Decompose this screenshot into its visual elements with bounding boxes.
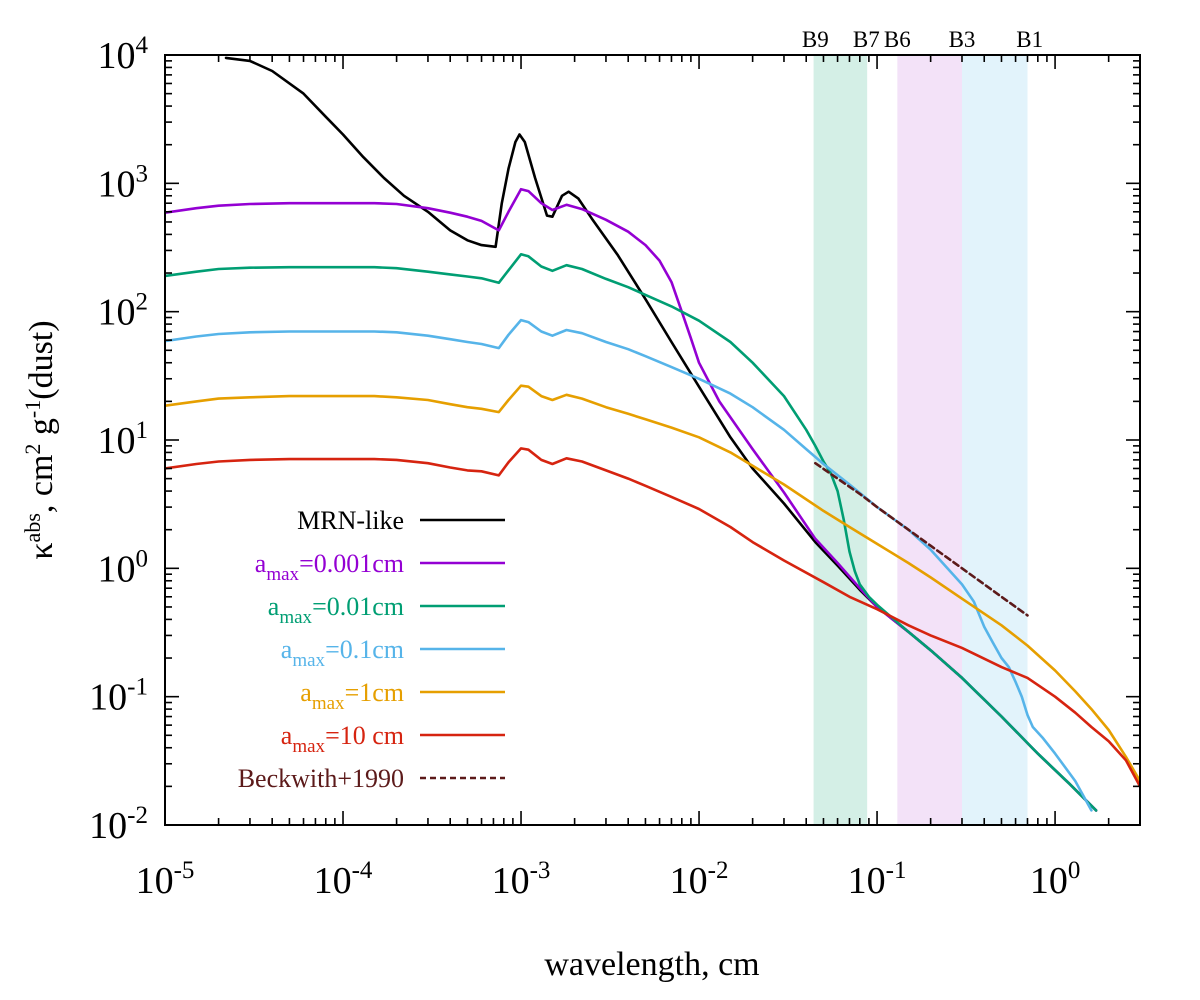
band-label-4: B1	[1016, 27, 1043, 52]
y-tick-2-base: 10	[98, 548, 136, 590]
legend-label-main-6: Beckwith+1990	[238, 764, 404, 793]
legend-label-rest-3: =0.1cm	[325, 635, 404, 664]
band-1	[897, 55, 962, 825]
x-tick-2-exp: -3	[530, 857, 551, 884]
legend-label-6: Beckwith+1990	[238, 764, 404, 793]
y-tick-label-0: 10-2	[89, 802, 148, 847]
legend-label-rest-1: =0.001cm	[299, 549, 404, 578]
x-tick-0-exp: -5	[174, 857, 195, 884]
y-tick-2-exp: 0	[136, 545, 149, 572]
y-tick-label-4: 102	[98, 289, 149, 334]
band-label-1: B7	[853, 27, 880, 52]
y-tick-5-base: 10	[98, 163, 136, 205]
x-tick-label-0: 10-5	[136, 857, 195, 902]
y-title-g-exp: -1	[20, 400, 45, 418]
legend: MRN-likeamax=0.001cmamax=0.01cmamax=0.1c…	[238, 506, 505, 793]
y-tick-1-base: 10	[89, 677, 127, 719]
x-tick-label-3: 10-2	[670, 857, 729, 902]
y-tick-0-exp: -2	[127, 802, 148, 829]
x-tick-1-base: 10	[314, 860, 352, 902]
series-line-2	[165, 253, 1098, 812]
legend-label-rest-2: =0.01cm	[312, 592, 404, 621]
y-title-g: g	[23, 418, 60, 444]
legend-label-4: amax=1cm	[300, 678, 404, 714]
alma-band-labels: B9 B7 B6 B3 B1	[802, 27, 1043, 52]
legend-label-main-1: a	[255, 549, 267, 578]
x-tick-3-base: 10	[670, 860, 708, 902]
legend-label-sub-2: max	[279, 607, 312, 628]
band-label-2: B6	[884, 27, 911, 52]
series-line-6	[814, 461, 1029, 617]
x-tick-5-exp: 0	[1068, 857, 1081, 884]
x-tick-4-exp: -1	[886, 857, 907, 884]
y-tick-0-base: 10	[89, 805, 127, 847]
x-tick-2-base: 10	[492, 860, 530, 902]
legend-label-main-4: a	[300, 678, 312, 707]
y-tick-6-exp: 4	[136, 32, 149, 59]
x-tick-1-exp: -4	[352, 857, 373, 884]
legend-label-main-0: MRN-like	[297, 506, 404, 535]
axis-ticks	[164, 54, 1141, 826]
y-tick-5-exp: 3	[136, 160, 149, 187]
y-axis-title: κabs, cm2 g-1(dust)	[20, 320, 61, 559]
series-lines	[165, 56, 1140, 812]
x-tick-labels: 10-5 10-4 10-3 10-2 10-1 100	[136, 857, 1081, 902]
x-tick-4-base: 10	[848, 860, 886, 902]
legend-label-rest-5: =10 cm	[325, 721, 404, 750]
y-title-cm-exp: 2	[20, 444, 45, 455]
y-title-kappa: κ	[23, 542, 60, 559]
y-tick-3-exp: 1	[136, 417, 149, 444]
y-tick-4-exp: 2	[136, 289, 149, 316]
band-0	[813, 55, 868, 825]
legend-label-sub-1: max	[266, 564, 299, 585]
y-tick-6-base: 10	[98, 35, 136, 77]
alma-bands	[813, 55, 1028, 825]
x-tick-5-base: 10	[1030, 860, 1068, 902]
legend-label-rest-4: =1cm	[345, 678, 404, 707]
x-tick-0-base: 10	[136, 860, 174, 902]
legend-label-main-5: a	[281, 721, 293, 750]
legend-label-0: MRN-like	[297, 506, 404, 535]
legend-label-5: amax=10 cm	[281, 721, 404, 757]
x-tick-label-2: 10-3	[492, 857, 551, 902]
x-tick-label-1: 10-4	[314, 857, 373, 902]
legend-label-sub-4: max	[312, 693, 345, 714]
y-tick-4-base: 10	[98, 292, 136, 334]
series-line-5	[165, 447, 1140, 788]
y-tick-label-1: 10-1	[89, 674, 148, 719]
legend-label-2: amax=0.01cm	[268, 592, 404, 628]
y-title-tail: (dust)	[23, 320, 60, 399]
series-line-4	[165, 384, 1140, 783]
y-tick-label-3: 101	[98, 417, 149, 462]
legend-label-3: amax=0.1cm	[281, 635, 404, 671]
y-tick-label-2: 100	[98, 545, 149, 590]
x-tick-label-5: 100	[1030, 857, 1081, 902]
y-tick-label-5: 103	[98, 160, 149, 205]
x-tick-3-exp: -2	[708, 857, 729, 884]
y-tick-label-6: 104	[98, 32, 149, 77]
legend-label-main-3: a	[281, 635, 293, 664]
band-2	[961, 55, 1028, 825]
y-title-abs: abs	[20, 513, 45, 542]
y-tick-1-exp: -1	[127, 674, 148, 701]
x-axis-title: wavelength, cm	[544, 946, 759, 983]
legend-label-1: amax=0.001cm	[255, 549, 404, 585]
legend-label-main-2: a	[268, 592, 280, 621]
x-tick-label-4: 10-1	[848, 857, 907, 902]
legend-label-sub-3: max	[292, 650, 325, 671]
band-label-0: B9	[802, 27, 829, 52]
y-tick-3-base: 10	[98, 420, 136, 462]
band-label-3: B3	[949, 27, 976, 52]
y-title-unit-cm: , cm	[23, 455, 60, 514]
legend-label-sub-5: max	[292, 736, 325, 757]
